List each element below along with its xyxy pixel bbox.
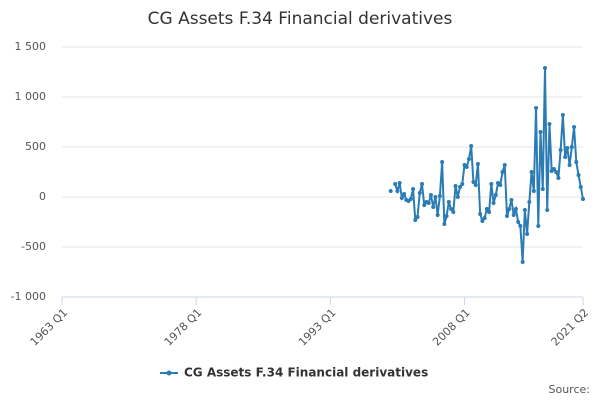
marker bbox=[478, 212, 483, 216]
marker bbox=[442, 222, 447, 226]
marker bbox=[538, 130, 543, 134]
marker bbox=[420, 182, 425, 186]
marker bbox=[408, 197, 413, 201]
marker bbox=[491, 201, 496, 205]
marker bbox=[529, 170, 534, 174]
y-tick-label: 1 000 bbox=[15, 90, 47, 103]
marker bbox=[388, 189, 393, 193]
marker bbox=[402, 192, 407, 196]
marker bbox=[453, 184, 458, 188]
y-tick-label: -1 000 bbox=[11, 290, 46, 303]
marker bbox=[469, 144, 474, 148]
legend-marker bbox=[166, 370, 172, 376]
marker bbox=[458, 185, 463, 189]
marker bbox=[576, 173, 581, 177]
marker bbox=[509, 198, 514, 202]
marker bbox=[507, 207, 512, 211]
marker bbox=[451, 210, 456, 214]
legend-label: CG Assets F.34 Financial derivatives bbox=[184, 366, 428, 380]
marker bbox=[487, 210, 492, 214]
marker bbox=[395, 189, 400, 193]
chart-title: CG Assets F.34 Financial derivatives bbox=[148, 9, 453, 29]
marker bbox=[558, 148, 563, 152]
marker bbox=[542, 66, 547, 70]
marker bbox=[444, 214, 449, 218]
marker bbox=[525, 232, 530, 236]
x-tick-label: 2008 Q1 bbox=[430, 306, 473, 349]
marker bbox=[435, 213, 440, 217]
marker bbox=[531, 189, 536, 193]
marker bbox=[516, 220, 521, 224]
marker bbox=[556, 176, 561, 180]
marker bbox=[520, 260, 525, 264]
marker bbox=[527, 200, 532, 204]
marker bbox=[399, 196, 404, 200]
marker bbox=[446, 200, 451, 204]
marker bbox=[433, 195, 438, 199]
x-tick-label: 1978 Q1 bbox=[162, 306, 205, 349]
marker bbox=[464, 165, 469, 169]
marker bbox=[493, 193, 498, 197]
y-tick-label: 1 500 bbox=[15, 40, 47, 53]
marker bbox=[411, 187, 416, 191]
marker bbox=[417, 191, 422, 195]
marker bbox=[513, 207, 518, 211]
marker bbox=[567, 163, 572, 167]
marker bbox=[484, 207, 489, 211]
marker bbox=[554, 170, 559, 174]
marker bbox=[522, 208, 527, 212]
marker bbox=[413, 218, 418, 222]
marker bbox=[569, 145, 574, 149]
marker bbox=[560, 113, 565, 117]
marker bbox=[466, 157, 471, 161]
marker bbox=[426, 201, 431, 205]
marker bbox=[431, 205, 436, 209]
marker bbox=[551, 167, 556, 171]
marker bbox=[482, 216, 487, 220]
marker bbox=[502, 163, 507, 167]
marker bbox=[581, 197, 585, 201]
marker bbox=[547, 122, 552, 126]
marker bbox=[480, 219, 485, 223]
marker bbox=[437, 194, 442, 198]
marker bbox=[449, 207, 454, 211]
marker bbox=[565, 146, 570, 150]
marker bbox=[422, 203, 427, 207]
marker bbox=[578, 185, 583, 189]
y-tick-label: 500 bbox=[25, 140, 46, 153]
y-tick-label: -500 bbox=[21, 240, 46, 253]
x-tick-label: 1963 Q1 bbox=[28, 306, 71, 349]
marker bbox=[428, 193, 433, 197]
marker bbox=[572, 125, 577, 129]
marker bbox=[500, 170, 505, 174]
x-tick-label: 2021 Q2 bbox=[549, 306, 592, 349]
marker bbox=[504, 214, 509, 218]
marker bbox=[563, 155, 568, 159]
marker bbox=[536, 224, 541, 228]
marker bbox=[574, 160, 579, 164]
marker bbox=[475, 162, 480, 166]
marker bbox=[545, 208, 550, 212]
marker bbox=[489, 182, 494, 186]
source: Source: bbox=[549, 383, 591, 396]
marker bbox=[455, 195, 460, 199]
marker bbox=[397, 181, 402, 185]
marker bbox=[440, 160, 445, 164]
y-tick-label: 0 bbox=[39, 190, 46, 203]
marker bbox=[498, 183, 503, 187]
x-tick-label: 1993 Q1 bbox=[296, 306, 339, 349]
marker bbox=[518, 224, 523, 228]
marker bbox=[511, 213, 516, 217]
marker bbox=[540, 187, 545, 191]
marker bbox=[534, 106, 539, 110]
marker bbox=[415, 215, 420, 219]
marker bbox=[471, 180, 476, 184]
marker bbox=[473, 183, 478, 187]
marker bbox=[460, 182, 465, 186]
marker bbox=[393, 182, 398, 186]
